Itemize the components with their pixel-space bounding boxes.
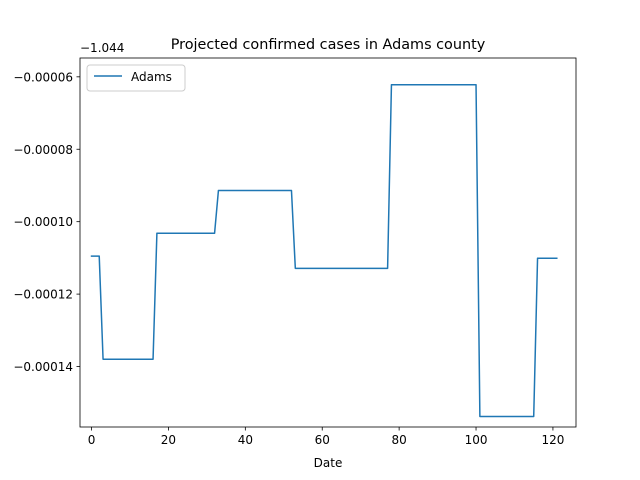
series-layer	[90, 84, 558, 418]
y-axis: −0.00014 −0.00012 −0.00010 −0.00008 −0.00006	[13, 70, 80, 374]
legend: Adams	[86, 64, 186, 92]
axes-background	[80, 58, 576, 427]
plot-area	[79, 57, 577, 428]
y-tick-label: −0.00012	[13, 288, 73, 302]
series-line-adams	[90, 84, 558, 418]
x-axis: 0 20 40 60 80 100 120	[88, 427, 564, 447]
x-tick-label: 0	[88, 433, 96, 447]
axes-frame	[79, 57, 577, 428]
y-tick-label: −0.00006	[13, 70, 73, 84]
y-tick-label: −0.00008	[13, 143, 73, 157]
x-tick-label: 80	[391, 433, 406, 447]
x-tick-label: 100	[465, 433, 488, 447]
y-tick-label: −0.00010	[13, 215, 73, 229]
legend-box	[86, 64, 186, 92]
x-tick-label: 20	[161, 433, 176, 447]
chart-title: Projected confirmed cases in Adams count…	[171, 37, 486, 53]
x-tick-label: 40	[238, 433, 253, 447]
legend-entry-label: Adams	[131, 70, 172, 84]
y-tick-label: −0.00014	[13, 360, 73, 374]
x-tick-label: 120	[541, 433, 564, 447]
y-offset-label: −1.044	[80, 41, 124, 55]
x-tick-label: 60	[315, 433, 330, 447]
x-axis-label: Date	[314, 456, 343, 470]
